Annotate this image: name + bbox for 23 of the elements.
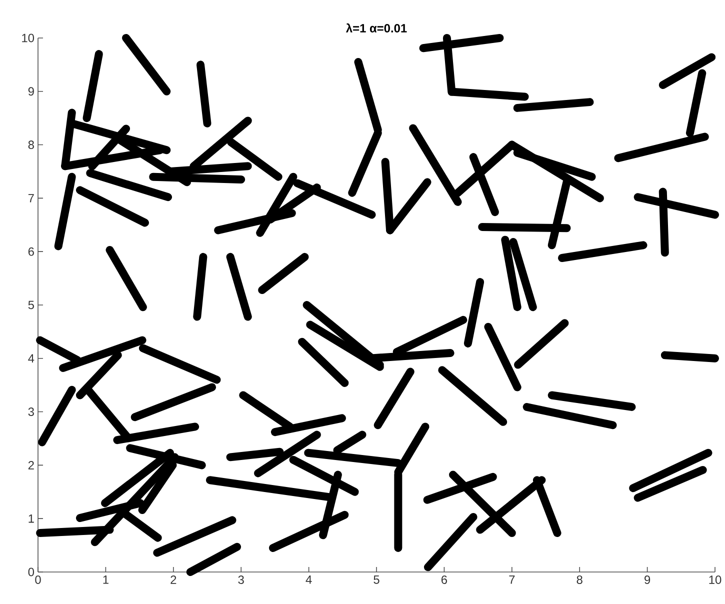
- y-tick-label: 8: [28, 140, 34, 150]
- y-tick-label: 2: [28, 461, 34, 470]
- x-tick-label: 10: [709, 576, 722, 584]
- chart-title: λ=1 α=0.01: [346, 23, 407, 32]
- x-tick-label: 5: [374, 576, 380, 584]
- y-tick-label: 10: [22, 34, 34, 42]
- y-tick-label: 3: [28, 408, 34, 416]
- x-tick-label: 8: [576, 576, 582, 584]
- y-tick-label: 9: [28, 87, 34, 96]
- x-tick-label: 4: [306, 576, 312, 584]
- y-tick-label: 5: [28, 300, 34, 310]
- y-tick-label: 7: [28, 194, 34, 202]
- y-tick-label: 4: [28, 354, 34, 362]
- x-tick-label: 6: [441, 576, 448, 584]
- x-tick-label: 2: [170, 576, 176, 584]
- y-tick-label: 6: [28, 247, 34, 256]
- x-tick-label: 9: [644, 576, 650, 584]
- y-tick-label: 1: [28, 514, 34, 523]
- x-tick-label: 1: [103, 576, 108, 584]
- x-tick-label: 3: [238, 576, 244, 584]
- x-tick-label: 0: [35, 576, 41, 584]
- y-tick-label: 0: [28, 568, 34, 576]
- x-tick-label: 7: [509, 576, 515, 584]
